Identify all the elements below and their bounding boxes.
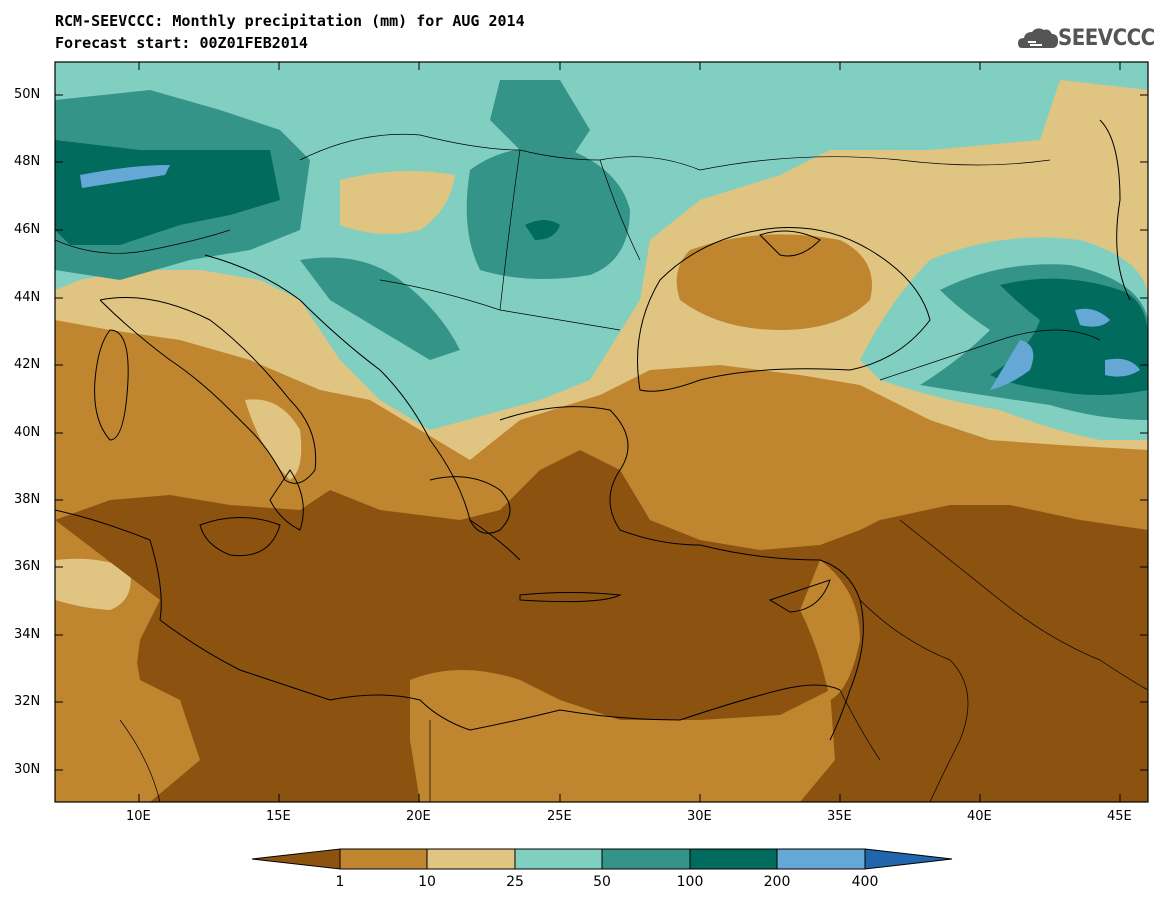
lon-label: 35E — [827, 809, 852, 824]
map-frame — [54, 61, 1149, 803]
precip-region-100-200-alps — [55, 140, 280, 245]
lat-label: 34N — [14, 627, 41, 642]
colorbar-swatch-2 — [426, 848, 516, 870]
colorbar — [251, 848, 953, 870]
lat-label: 46N — [14, 222, 41, 237]
precip-region-below-1 — [55, 450, 1148, 802]
colorbar-swatch-4 — [601, 848, 691, 870]
lat-label: 32N — [14, 694, 41, 709]
colorbar-swatch-5 — [689, 848, 778, 870]
lon-tick-marks — [138, 62, 1121, 802]
precip-region-200-400-east — [990, 340, 1034, 390]
precip-field — [55, 62, 1148, 802]
colorbar-swatch-1 — [339, 848, 428, 870]
colorbar-label: 10 — [418, 874, 436, 890]
colorbar-label: 50 — [593, 874, 611, 890]
lat-label: 42N — [14, 357, 41, 372]
lon-label: 15E — [266, 809, 291, 824]
colorbar-label: 400 — [851, 874, 879, 890]
precip-region-200-400-alps — [80, 165, 170, 188]
lat-label: 36N — [14, 559, 41, 574]
precip-region-50-100-balkans — [300, 257, 460, 360]
colorbar-swatch-0 — [251, 848, 341, 870]
colorbar-label: 1 — [335, 874, 345, 890]
colorbar-label: 200 — [763, 874, 791, 890]
lon-label: 45E — [1107, 809, 1132, 824]
lat-label: 40N — [14, 425, 41, 440]
lon-label: 30E — [687, 809, 712, 824]
colorbar-label: 25 — [506, 874, 524, 890]
precip-region-50-100-central — [490, 80, 590, 160]
map-title: RCM-SEEVCCC: Monthly precipitation (mm) … — [55, 12, 525, 30]
lat-label: 50N — [14, 87, 41, 102]
lon-label: 10E — [126, 809, 151, 824]
lat-label: 38N — [14, 492, 41, 507]
forecast-start-label: Forecast start: 00Z01FEB2014 — [55, 34, 308, 52]
lat-tick-marks — [55, 94, 1148, 771]
colorbar-swatch-3 — [514, 848, 603, 870]
lat-label: 48N — [14, 154, 41, 169]
lon-label: 20E — [406, 809, 431, 824]
lon-label: 40E — [967, 809, 992, 824]
coastlines — [55, 119, 1148, 802]
lon-label: 25E — [547, 809, 572, 824]
lat-label: 30N — [14, 762, 41, 777]
lat-label: 44N — [14, 290, 41, 305]
colorbar-swatch-6 — [776, 848, 866, 870]
logo-text: SEEVCCC — [1058, 26, 1155, 51]
colorbar-swatch-7 — [864, 848, 953, 870]
logo-cloud-icon — [1018, 28, 1058, 48]
colorbar-label: 100 — [676, 874, 704, 890]
